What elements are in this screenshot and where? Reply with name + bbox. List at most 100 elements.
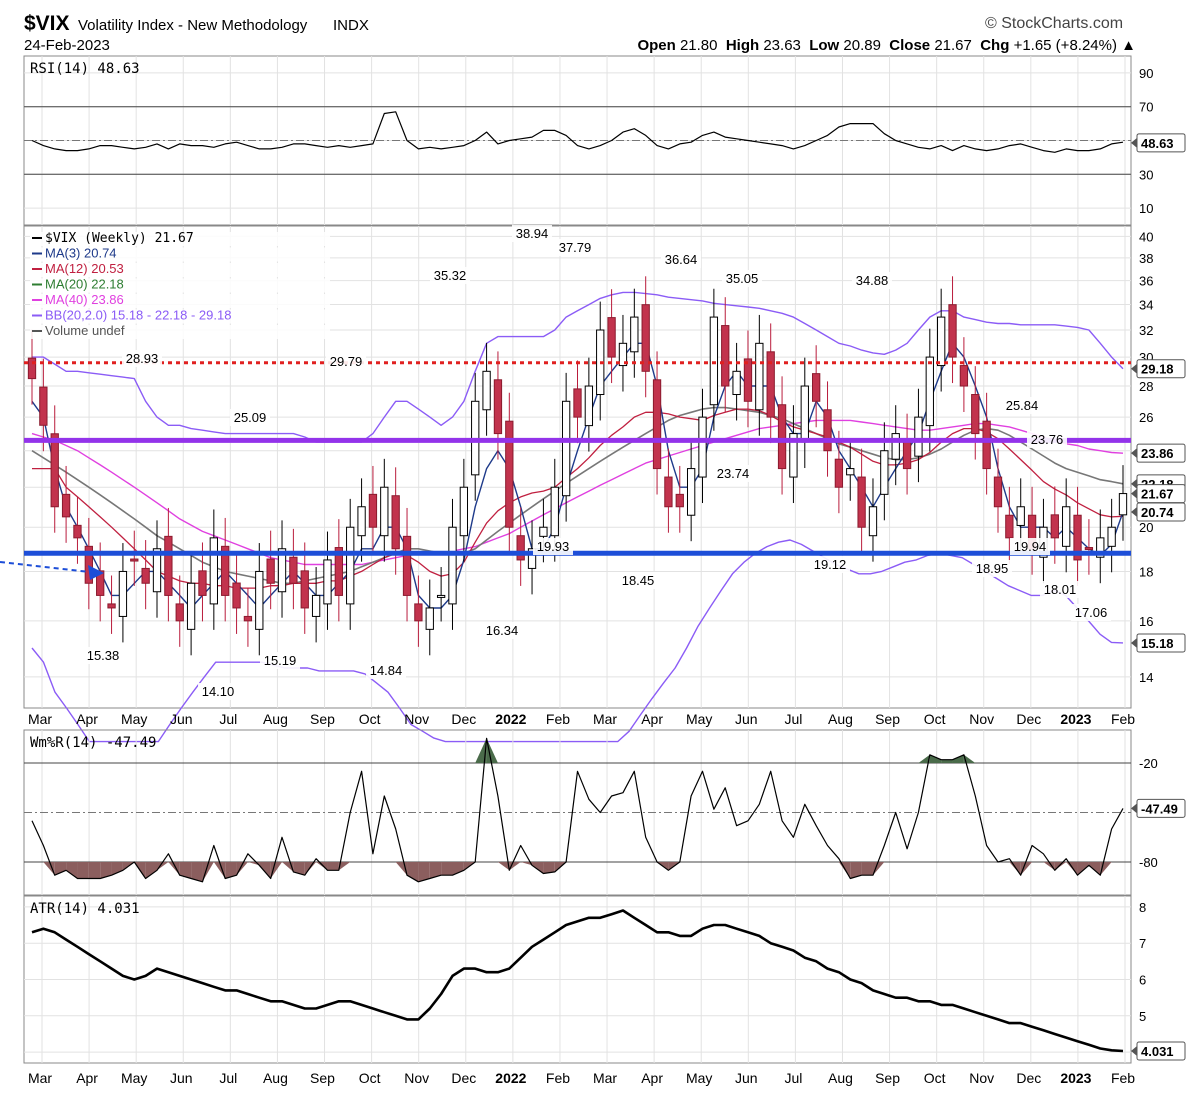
price-label-bg <box>661 251 701 268</box>
chart-date: 24-Feb-2023 <box>24 37 110 54</box>
exchange-label: INDX <box>333 17 369 34</box>
candle-up <box>311 594 321 617</box>
brand-watermark: © StockCharts.com <box>985 15 1124 32</box>
oversold-fill <box>191 862 203 882</box>
legend-bg <box>30 232 330 246</box>
oversold-fill <box>168 862 180 876</box>
price-label-bg <box>430 267 470 284</box>
price-last-value: 29.18 <box>1141 362 1174 377</box>
candle-up <box>618 342 628 367</box>
oversold-fill <box>1088 862 1101 876</box>
price-label: 18.01 <box>1044 582 1077 597</box>
price-label-bg <box>83 647 123 664</box>
candle-down <box>289 556 298 584</box>
candle-up <box>1062 506 1071 547</box>
oversold-fill <box>1043 862 1055 871</box>
price-label: 15.38 <box>87 648 120 663</box>
value-tag-pointer <box>1131 137 1137 148</box>
high-label: High <box>725 37 760 54</box>
y-tick-label: -20 <box>1139 756 1158 771</box>
legend-entry: MA(40) 23.86 <box>45 292 124 307</box>
oversold-fill <box>520 862 533 866</box>
candle-down <box>334 547 343 596</box>
x-axis-label: Apr <box>641 711 663 727</box>
candle-up <box>436 594 446 598</box>
oversold-fill <box>497 862 510 871</box>
price-label: 18.95 <box>976 561 1009 576</box>
annotation-arrow-head <box>88 565 104 580</box>
price-label: 15.19 <box>264 653 297 668</box>
legend-bg <box>30 294 330 308</box>
x-axis-label: Jul <box>784 711 802 727</box>
price-label-bg <box>1027 431 1067 448</box>
candle-up <box>323 559 332 605</box>
x-axis-label: May <box>686 711 712 727</box>
price-label: 23.76 <box>1031 432 1064 447</box>
collapse-icon[interactable]: ▲ <box>1121 37 1136 54</box>
y-tick-label: 28 <box>1139 379 1153 394</box>
x-axis-label: Feb <box>546 1070 570 1086</box>
price-last-value: 21.67 <box>1141 487 1174 502</box>
price-label: 29.79 <box>330 354 363 369</box>
chg-label: Chg <box>980 37 1010 54</box>
candle-down <box>652 379 662 470</box>
candle-up <box>152 548 162 593</box>
oversold-fill <box>418 862 430 882</box>
x-axis-label: Sep <box>310 1070 335 1086</box>
legend-entry: MA(3) 20.74 <box>45 246 117 261</box>
instrument-name: Volatility Index - New Methodology <box>78 17 308 34</box>
oversold-fill <box>441 862 453 876</box>
x-axis-label: Feb <box>546 711 570 727</box>
candle-up <box>880 450 889 495</box>
legend-entry: $VIX (Weekly) 21.67 <box>45 231 194 246</box>
price-label: 25.09 <box>234 410 267 425</box>
oversold-fill <box>145 862 158 879</box>
y-tick-label: 30 <box>1139 167 1153 182</box>
legend-entry: Volume undef <box>45 323 125 338</box>
open-label: Open <box>637 37 676 54</box>
candle-down <box>834 458 844 488</box>
overbought-fill <box>941 759 953 763</box>
y-tick-label: 8 <box>1139 900 1146 915</box>
price-label: 23.74 <box>717 466 750 481</box>
candle-up <box>755 342 764 411</box>
price-label-bg <box>1002 397 1042 414</box>
price-last-value: 15.18 <box>1141 636 1174 651</box>
williams-r-last-value: -47.49 <box>1141 801 1178 816</box>
legend-entry: MA(12) 20.53 <box>45 261 124 276</box>
overbought-fill <box>475 738 487 763</box>
candle-up <box>732 370 741 396</box>
candle-up <box>914 416 923 457</box>
candle-up <box>357 506 366 537</box>
candle-down <box>84 545 93 584</box>
candle-down <box>516 535 525 561</box>
candle-up <box>277 548 287 593</box>
y-tick-label: 10 <box>1139 201 1153 216</box>
candle-down <box>777 404 787 470</box>
ohlc-readout: Open 21.80 High 23.63 Low 20.89 Close 21… <box>637 37 1136 54</box>
price-label: 25.84 <box>1006 398 1039 413</box>
candle-up <box>346 526 355 605</box>
candle-down <box>743 358 753 402</box>
overbought-fill <box>918 754 930 763</box>
candle-up <box>1016 506 1025 526</box>
close-label: Close <box>889 37 931 54</box>
candle-down <box>368 493 378 528</box>
candle-down <box>27 357 37 380</box>
x-axis-label: Mar <box>593 711 617 727</box>
oversold-fill <box>54 862 67 876</box>
legend-bg <box>30 278 330 293</box>
y-tick-label: 18 <box>1139 564 1153 579</box>
candle-down <box>857 476 866 528</box>
williams-r-line <box>31 737 1124 883</box>
x-axis-label: Feb <box>1111 1070 1135 1086</box>
x-axis-label: Jun <box>735 711 758 727</box>
oversold-fill <box>304 862 317 876</box>
x-axis-label: Jul <box>219 711 237 727</box>
candle-down <box>766 351 775 418</box>
rsi-line <box>31 111 1124 153</box>
x-axis-label: Oct <box>924 711 946 727</box>
candle-up <box>846 468 855 476</box>
candle-up <box>118 570 128 617</box>
